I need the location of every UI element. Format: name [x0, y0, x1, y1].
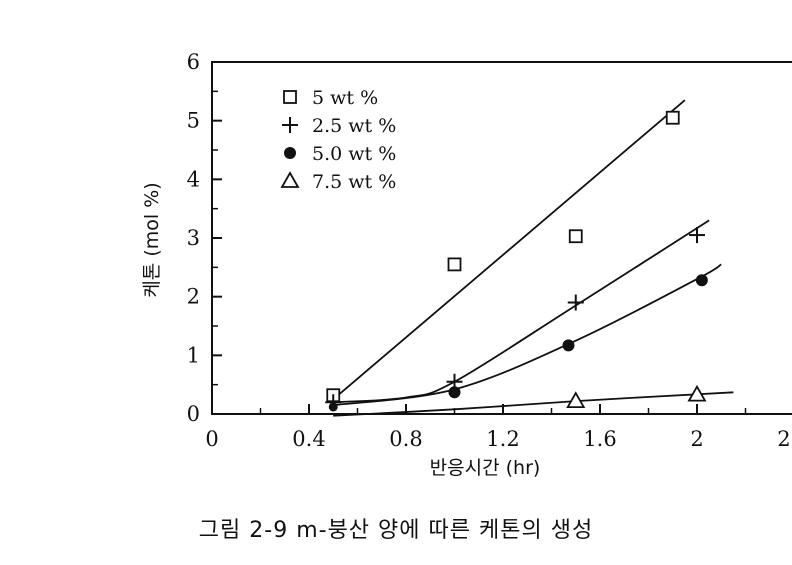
x-tick-label: 0.4 [292, 427, 325, 451]
data-point [567, 294, 584, 311]
legend-label: 2.5 wt % [312, 115, 396, 137]
data-points [325, 110, 708, 412]
data-point [687, 384, 707, 402]
plot-frame [211, 61, 792, 415]
legend-marker [282, 117, 298, 133]
data-point [448, 386, 461, 399]
x-tick-label: 2 [690, 427, 703, 451]
y-tick-label: 6 [187, 50, 200, 74]
fit-line [333, 391, 734, 417]
data-point [328, 402, 338, 412]
y-tick-label: 4 [187, 167, 200, 191]
figure-caption: 그림 2-9 m-붕산 양에 따른 케톤의 생성 [198, 518, 594, 543]
x-tick-label: 0 [205, 427, 218, 451]
legend-label: 7.5 wt % [312, 171, 396, 193]
fit-line [332, 99, 686, 401]
data-point [447, 257, 462, 272]
x-tick-label: 0.8 [389, 427, 422, 451]
x-tick-label: 1.6 [583, 427, 616, 451]
x-tick-label: 2.4 [777, 427, 792, 451]
data-point [566, 391, 586, 408]
y-tick-label: 3 [187, 226, 200, 250]
x-axis-title: 반응시간 (hr) [430, 457, 541, 479]
legend-label: 5 wt % [312, 87, 378, 109]
legend-marker [280, 171, 300, 188]
y-tick-label: 1 [187, 343, 200, 367]
y-tick-label: 0 [187, 402, 200, 426]
axes-frame [211, 61, 792, 415]
y-tick-label: 2 [187, 285, 200, 309]
x-tick-label: 1.2 [486, 427, 519, 451]
data-point [689, 227, 705, 244]
y-axis-title: 케톤 (mol %) [141, 182, 163, 297]
fit-line [333, 219, 710, 404]
legend-marker [283, 90, 297, 104]
data-point [665, 110, 680, 125]
data-point [562, 339, 575, 352]
data-point [695, 274, 708, 287]
legend-label: 5.0 wt % [312, 143, 396, 165]
legend-marker [284, 147, 296, 159]
y-tick-label: 5 [187, 109, 200, 133]
tick-labels: 0 1 2 3 4 5 6 0 0.4 0.8 1.2 1.6 2 2.4 [187, 50, 792, 451]
data-point [568, 229, 583, 244]
legend: 5 wt % 2.5 wt % 5.0 wt % 7.5 wt % [280, 87, 396, 193]
fit-line [333, 263, 722, 407]
